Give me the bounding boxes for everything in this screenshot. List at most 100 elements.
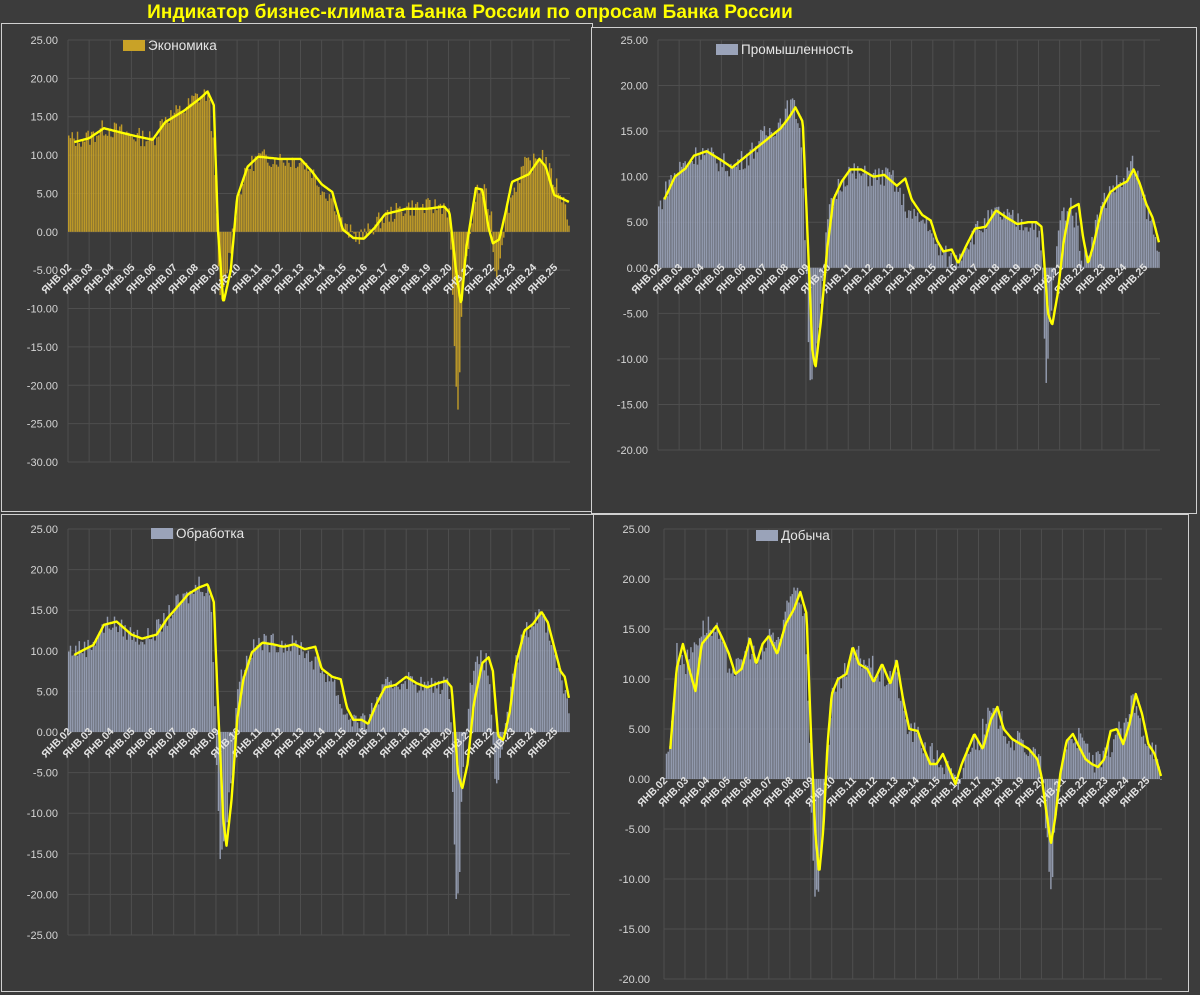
- bar: [798, 602, 800, 779]
- bar: [529, 629, 531, 732]
- bar: [982, 232, 984, 268]
- bar: [184, 112, 186, 232]
- bar: [332, 681, 334, 732]
- bar: [932, 237, 935, 268]
- bar: [1018, 732, 1021, 779]
- bar: [379, 694, 382, 732]
- bar: [920, 220, 922, 268]
- bar: [978, 230, 981, 268]
- bar: [730, 673, 732, 779]
- bar: [800, 604, 802, 779]
- bar: [108, 628, 110, 732]
- bar: [520, 634, 523, 732]
- bar: [894, 659, 897, 779]
- bar: [1078, 250, 1081, 268]
- y-tick-label: 10.00: [620, 172, 648, 184]
- bar: [1110, 192, 1113, 268]
- bar: [807, 267, 810, 343]
- bar: [441, 689, 443, 732]
- bar: [768, 628, 771, 779]
- bar: [497, 231, 500, 270]
- bar: [333, 679, 336, 732]
- bar: [122, 134, 125, 232]
- bar: [761, 643, 764, 779]
- y-tick-label: 5.00: [629, 724, 650, 736]
- bar: [353, 714, 355, 732]
- bar: [723, 643, 725, 779]
- bar: [1064, 753, 1066, 779]
- bar: [430, 208, 433, 232]
- bar: [323, 674, 325, 732]
- bar: [1151, 742, 1153, 779]
- bar: [751, 142, 753, 268]
- bar: [112, 627, 114, 732]
- bar: [208, 595, 211, 732]
- bar: [952, 267, 954, 270]
- bar: [83, 641, 86, 732]
- bar: [115, 123, 118, 232]
- bar: [663, 197, 665, 268]
- bar: [397, 686, 399, 732]
- bar: [1093, 772, 1096, 779]
- bar: [793, 587, 795, 779]
- bar: [210, 131, 213, 232]
- bar: [369, 228, 371, 232]
- bar: [957, 266, 959, 268]
- bar: [406, 688, 408, 732]
- bar: [675, 174, 678, 268]
- y-tick-label: 25.00: [30, 35, 58, 47]
- bar: [985, 228, 988, 268]
- bar: [1106, 755, 1108, 779]
- bar: [781, 124, 783, 268]
- bar: [203, 596, 206, 732]
- bar: [744, 651, 746, 779]
- bar: [378, 704, 380, 732]
- bar: [547, 624, 549, 732]
- bar: [196, 93, 199, 232]
- bar: [927, 231, 929, 268]
- bar: [1045, 267, 1047, 383]
- bar: [896, 672, 898, 779]
- bar: [485, 653, 487, 732]
- bar: [437, 680, 440, 732]
- bar: [876, 179, 878, 268]
- bar: [90, 649, 93, 732]
- bar: [150, 137, 153, 232]
- y-tick-label: 5.00: [37, 188, 58, 200]
- bar: [916, 212, 919, 268]
- bar: [143, 644, 146, 732]
- bar: [940, 764, 942, 779]
- bar: [307, 171, 309, 232]
- bar: [716, 163, 718, 268]
- bar: [237, 194, 239, 232]
- bar: [332, 193, 334, 232]
- bar: [795, 590, 797, 779]
- bar: [312, 169, 315, 232]
- bar: [385, 212, 387, 232]
- bar: [746, 153, 748, 268]
- bar: [946, 266, 949, 268]
- bar: [120, 619, 123, 732]
- bar: [157, 136, 160, 232]
- bar: [103, 135, 105, 232]
- bar: [1115, 175, 1118, 268]
- bar: [363, 228, 366, 232]
- bar: [911, 218, 914, 268]
- bar: [796, 587, 799, 779]
- bar: [690, 647, 692, 779]
- bar: [214, 706, 216, 732]
- bar: [73, 654, 75, 732]
- bar: [466, 732, 468, 735]
- bar: [812, 779, 814, 861]
- bar: [75, 145, 77, 232]
- bar: [667, 751, 669, 779]
- bar: [267, 162, 269, 232]
- bar: [265, 154, 267, 232]
- bar: [1081, 737, 1084, 779]
- bar: [360, 716, 362, 732]
- bar: [705, 632, 708, 779]
- bar: [157, 619, 160, 732]
- bar: [842, 674, 844, 779]
- bar: [522, 634, 524, 732]
- y-tick-label: 25.00: [620, 35, 648, 47]
